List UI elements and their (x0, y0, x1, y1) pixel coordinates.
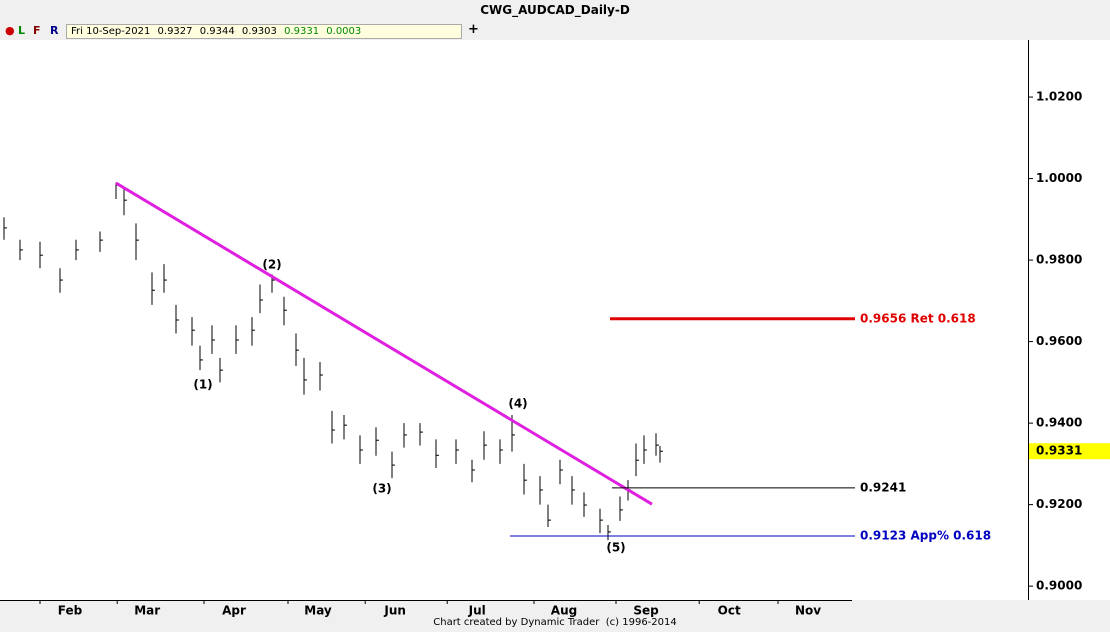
plot-area (0, 40, 1028, 600)
x-tick-label: Oct (718, 604, 741, 618)
wave-label: (3) (372, 482, 391, 496)
info-close: 0.9331 (284, 26, 320, 37)
x-tick-label: Feb (58, 604, 83, 618)
y-tick-label: 1.0000 (1036, 171, 1082, 185)
x-tick-label: Jul (468, 604, 486, 618)
x-tick-label: Apr (222, 604, 246, 618)
info-date: Fri 10-Sep-2021 (71, 26, 151, 37)
info-box: Fri 10-Sep-2021 0.9327 0.9344 0.9303 0.9… (66, 24, 462, 39)
last-price-tag (1029, 443, 1110, 460)
x-tick-label: Sep (633, 604, 659, 618)
y-tick-label: 0.9400 (1036, 416, 1082, 430)
level-label: 0.9241 (860, 480, 906, 494)
wave-label: (4) (508, 396, 527, 410)
button[interactable]: L (18, 24, 26, 37)
info-low: 0.9303 (241, 26, 277, 37)
x-tick-label: Mar (134, 604, 160, 618)
chart-title: CWG_AUDCAD_Daily-D (0, 0, 1110, 20)
add-button[interactable]: + (468, 22, 479, 37)
info-change: 0.0003 (326, 26, 362, 37)
button[interactable]: R (50, 24, 59, 37)
y-tick-label: 0.9600 (1036, 334, 1082, 348)
x-tick-label: May (304, 604, 332, 618)
y-tick-label: 0.9800 (1036, 253, 1082, 267)
trendline (115, 181, 653, 506)
dot: ● (5, 24, 15, 37)
x-tick-label: Aug (551, 604, 577, 618)
info-high: 0.9344 (199, 26, 235, 37)
last-price-label: 0.9331 (1036, 444, 1082, 458)
toolbar: ● L F R Fri 10-Sep-2021 0.9327 0.9344 0.… (0, 22, 1110, 39)
footer: Chart created by Dynamic Trader (c) 1996… (433, 617, 677, 628)
x-tick-label: Jun (383, 604, 406, 618)
y-axis-panel (1029, 40, 1110, 600)
y-tick-label: 0.9000 (1036, 579, 1082, 593)
button[interactable]: F (33, 24, 41, 37)
y-tick-label: 1.0200 (1036, 90, 1082, 104)
wave-label: (5) (606, 541, 625, 555)
level-label: 0.9656 Ret 0.618 (860, 311, 976, 325)
x-tick-label: Nov (795, 604, 821, 618)
wave-label: (1) (193, 378, 212, 392)
wave-label: (2) (262, 257, 281, 271)
level-label: 0.9123 App% 0.618 (860, 529, 991, 543)
info-open: 0.9327 (157, 26, 193, 37)
y-tick-label: 0.9200 (1036, 497, 1082, 511)
